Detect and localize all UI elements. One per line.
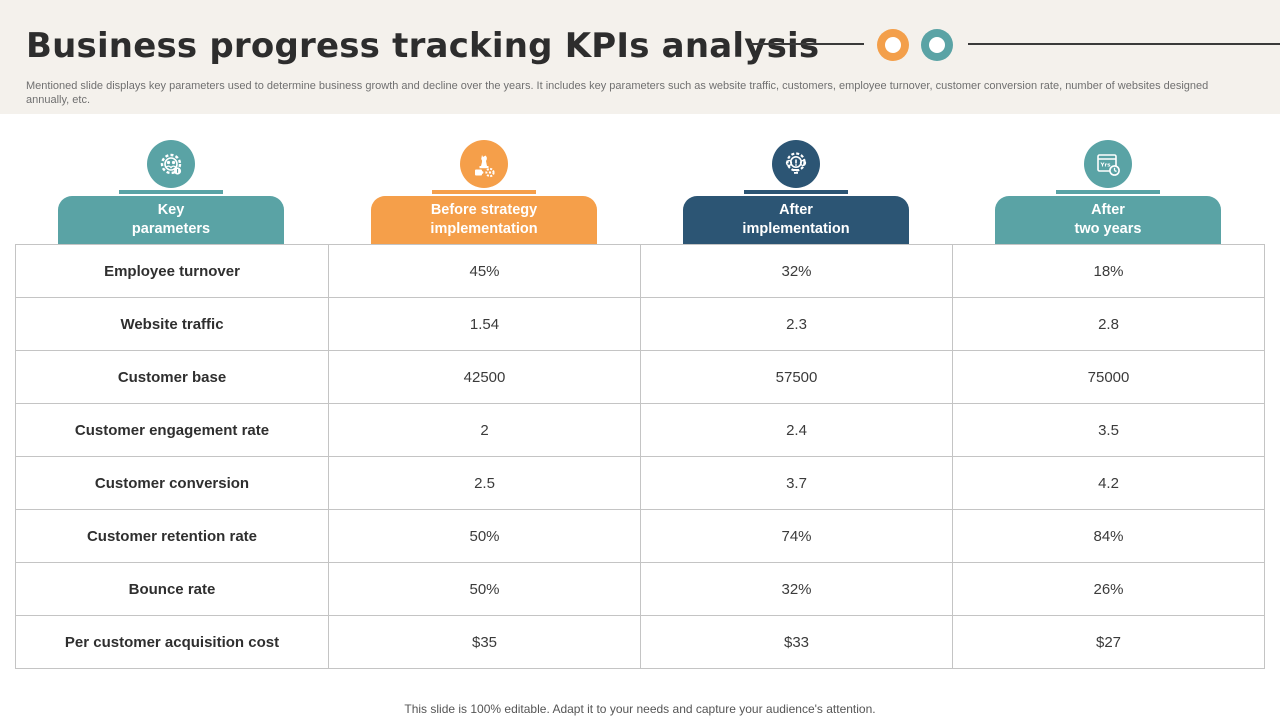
column-label: Key parameters bbox=[58, 196, 284, 244]
after-value-cell: 57500 bbox=[640, 350, 953, 404]
before-value-cell: $35 bbox=[328, 615, 641, 669]
two-years-value-cell: 3.5 bbox=[952, 403, 1265, 457]
two-years-value-cell: $27 bbox=[952, 615, 1265, 669]
column-accent-bar bbox=[1056, 190, 1160, 194]
header-band bbox=[0, 0, 1280, 114]
column-accent-bar bbox=[432, 190, 536, 194]
after-value-cell: 32% bbox=[640, 562, 953, 616]
column-header-before-strategy: Before strategy implementation bbox=[371, 140, 597, 244]
parameter-cell: Bounce rate bbox=[15, 562, 329, 616]
table-row: Employee turnover 45% 32% 18% bbox=[15, 244, 1265, 298]
column-accent-bar bbox=[744, 190, 848, 194]
decorative-circle-orange-icon bbox=[877, 29, 909, 61]
parameter-cell: Customer base bbox=[15, 350, 329, 404]
decorative-circle-teal-icon bbox=[921, 29, 953, 61]
calendar-years-icon: Yrs bbox=[1084, 140, 1132, 188]
chess-strategy-icon bbox=[460, 140, 508, 188]
column-label: After implementation bbox=[683, 196, 909, 244]
after-value-cell: 74% bbox=[640, 509, 953, 563]
table-row: Customer base 42500 57500 75000 bbox=[15, 350, 1265, 404]
after-value-cell: 3.7 bbox=[640, 456, 953, 510]
table-row: Per customer acquisition cost $35 $33 $2… bbox=[15, 615, 1265, 669]
column-label: After two years bbox=[995, 196, 1221, 244]
column-header-key-parameters: Key parameters bbox=[58, 140, 284, 244]
after-value-cell: 32% bbox=[640, 244, 953, 298]
before-value-cell: 45% bbox=[328, 244, 641, 298]
after-value-cell: 2.4 bbox=[640, 403, 953, 457]
before-value-cell: 42500 bbox=[328, 350, 641, 404]
table-row: Customer retention rate 50% 74% 84% bbox=[15, 509, 1265, 563]
table-row: Customer conversion 2.5 3.7 4.2 bbox=[15, 456, 1265, 510]
two-years-value-cell: 18% bbox=[952, 244, 1265, 298]
calendar-years-text: Yrs bbox=[1100, 163, 1112, 169]
kpi-table: Employee turnover 45% 32% 18% Website tr… bbox=[15, 244, 1265, 669]
gear-people-icon bbox=[147, 140, 195, 188]
table-row: Bounce rate 50% 32% 26% bbox=[15, 562, 1265, 616]
before-value-cell: 1.54 bbox=[328, 297, 641, 351]
two-years-value-cell: 75000 bbox=[952, 350, 1265, 404]
before-value-cell: 2.5 bbox=[328, 456, 641, 510]
table-row: Website traffic 1.54 2.3 2.8 bbox=[15, 297, 1265, 351]
parameter-cell: Customer engagement rate bbox=[15, 403, 329, 457]
page-subtitle: Mentioned slide displays key parameters … bbox=[26, 80, 1209, 106]
column-header-after-two-years: Yrs After two years bbox=[995, 140, 1221, 244]
decorative-line-right bbox=[968, 43, 1280, 45]
table-row: Customer engagement rate 2 2.4 3.5 bbox=[15, 403, 1265, 457]
before-value-cell: 50% bbox=[328, 562, 641, 616]
column-header-after-implementation: After implementation bbox=[683, 140, 909, 244]
column-label: Before strategy implementation bbox=[371, 196, 597, 244]
parameter-cell: Per customer acquisition cost bbox=[15, 615, 329, 669]
before-value-cell: 2 bbox=[328, 403, 641, 457]
two-years-value-cell: 4.2 bbox=[952, 456, 1265, 510]
parameter-cell: Customer conversion bbox=[15, 456, 329, 510]
after-value-cell: 2.3 bbox=[640, 297, 953, 351]
page-title: Business progress tracking KPIs analysis bbox=[26, 26, 820, 66]
two-years-value-cell: 26% bbox=[952, 562, 1265, 616]
parameter-cell: Website traffic bbox=[15, 297, 329, 351]
after-value-cell: $33 bbox=[640, 615, 953, 669]
gears-bulb-icon bbox=[772, 140, 820, 188]
parameter-cell: Employee turnover bbox=[15, 244, 329, 298]
parameter-cell: Customer retention rate bbox=[15, 509, 329, 563]
two-years-value-cell: 84% bbox=[952, 509, 1265, 563]
footer-note: This slide is 100% editable. Adapt it to… bbox=[404, 702, 876, 716]
two-years-value-cell: 2.8 bbox=[952, 297, 1265, 351]
decorative-line-left bbox=[750, 43, 864, 45]
column-accent-bar bbox=[119, 190, 223, 194]
before-value-cell: 50% bbox=[328, 509, 641, 563]
